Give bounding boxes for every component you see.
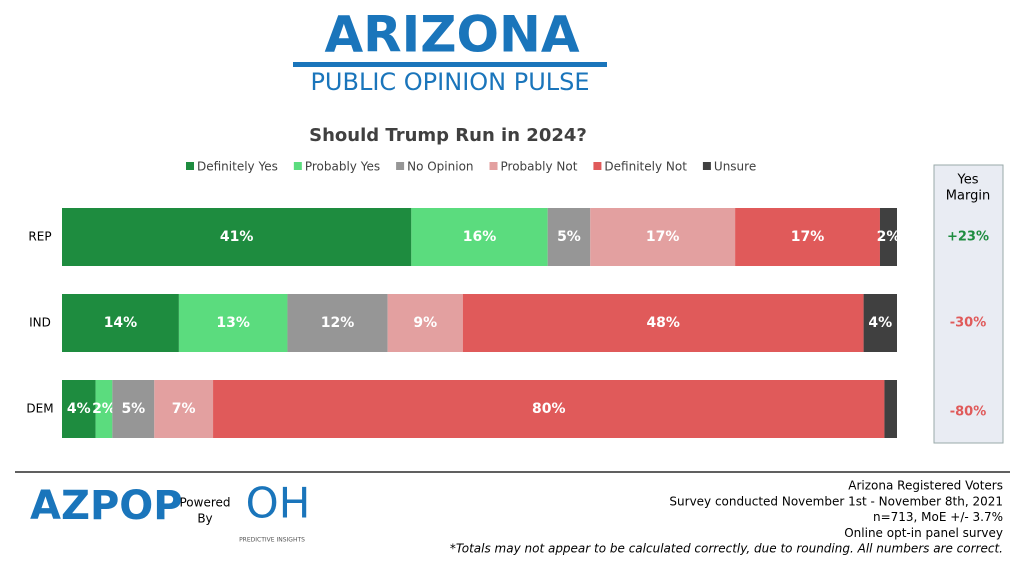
margin-title-1: Yes	[957, 173, 979, 188]
bar-segment	[387, 294, 463, 352]
data-label: 2%	[877, 229, 901, 245]
data-label: 4%	[67, 401, 91, 417]
legend-swatch	[593, 162, 602, 170]
powered-by-2: By	[197, 512, 212, 526]
header-title: ARIZONA	[324, 6, 579, 64]
legend-swatch	[489, 162, 498, 170]
margin-title-2: Margin	[946, 189, 990, 204]
data-label: 7%	[172, 401, 196, 417]
partner-name: PREDICTIVE INSIGHTS	[239, 537, 305, 544]
bar-segment	[462, 294, 864, 352]
data-label: 80%	[532, 401, 566, 417]
data-label: 41%	[220, 229, 254, 245]
data-label: 9%	[413, 315, 437, 331]
legend-label: Definitely Yes	[197, 160, 278, 174]
bar-segment	[178, 294, 288, 352]
data-label: 4%	[868, 315, 892, 331]
margin-value: +23%	[947, 230, 989, 245]
data-label: 14%	[104, 315, 138, 331]
bar-segment	[154, 380, 214, 438]
bar-segment	[95, 380, 113, 438]
bar-segment	[112, 380, 155, 438]
footer-note: n=713, MoE +/- 3.7%	[873, 510, 1003, 524]
legend-swatch	[186, 162, 194, 170]
footer-note: *Totals may not appear to be calculated …	[450, 542, 1003, 556]
y-tick-label: DEM	[26, 402, 53, 416]
legend-label: No Opinion	[407, 160, 473, 174]
legend-label: Unsure	[714, 160, 756, 174]
data-label: 2%	[92, 401, 116, 417]
legend-label: Definitely Not	[604, 160, 687, 174]
header-rule	[293, 62, 607, 67]
bar-segment	[547, 208, 591, 266]
bar-segment	[62, 294, 179, 352]
bar-segment	[863, 294, 897, 352]
footer-note: Arizona Registered Voters	[848, 479, 1003, 493]
data-label: 17%	[646, 229, 680, 245]
legend-swatch	[702, 162, 711, 170]
data-label: 12%	[321, 315, 355, 331]
bar-segment	[735, 208, 880, 266]
margin-value: -30%	[950, 316, 987, 331]
bar-segment	[62, 208, 412, 266]
legend-swatch	[396, 162, 405, 170]
bar-segment	[590, 208, 736, 266]
bar-segment	[884, 380, 897, 438]
y-tick-label: IND	[29, 316, 51, 330]
data-label: 17%	[791, 229, 825, 245]
margin-box	[933, 164, 1004, 444]
bar-segment	[62, 380, 96, 438]
data-label: 48%	[646, 315, 680, 331]
partner-logo: OH	[246, 479, 311, 528]
bar-segment	[287, 294, 388, 352]
data-label: 16%	[463, 229, 497, 245]
bar-segment	[879, 208, 897, 266]
header-subtitle: PUBLIC OPINION PULSE	[310, 68, 589, 96]
chart-title: Should Trump Run in 2024?	[309, 125, 587, 146]
legend-label: Probably Not	[501, 160, 578, 174]
data-label: 13%	[216, 315, 250, 331]
footer-note: Survey conducted November 1st - November…	[669, 494, 1003, 508]
bar-segment	[213, 380, 885, 438]
bar-segment	[411, 208, 548, 266]
powered-by: Powered	[179, 496, 230, 510]
legend-label: Probably Yes	[305, 160, 380, 174]
data-label: 5%	[557, 229, 581, 245]
y-tick-label: REP	[28, 230, 51, 244]
margin-value: -80%	[950, 405, 987, 420]
legend-swatch	[293, 162, 302, 170]
footer-logo: AZPOP	[30, 483, 183, 529]
footer-note: Online opt-in panel survey	[844, 526, 1003, 540]
data-label: 5%	[121, 401, 145, 417]
